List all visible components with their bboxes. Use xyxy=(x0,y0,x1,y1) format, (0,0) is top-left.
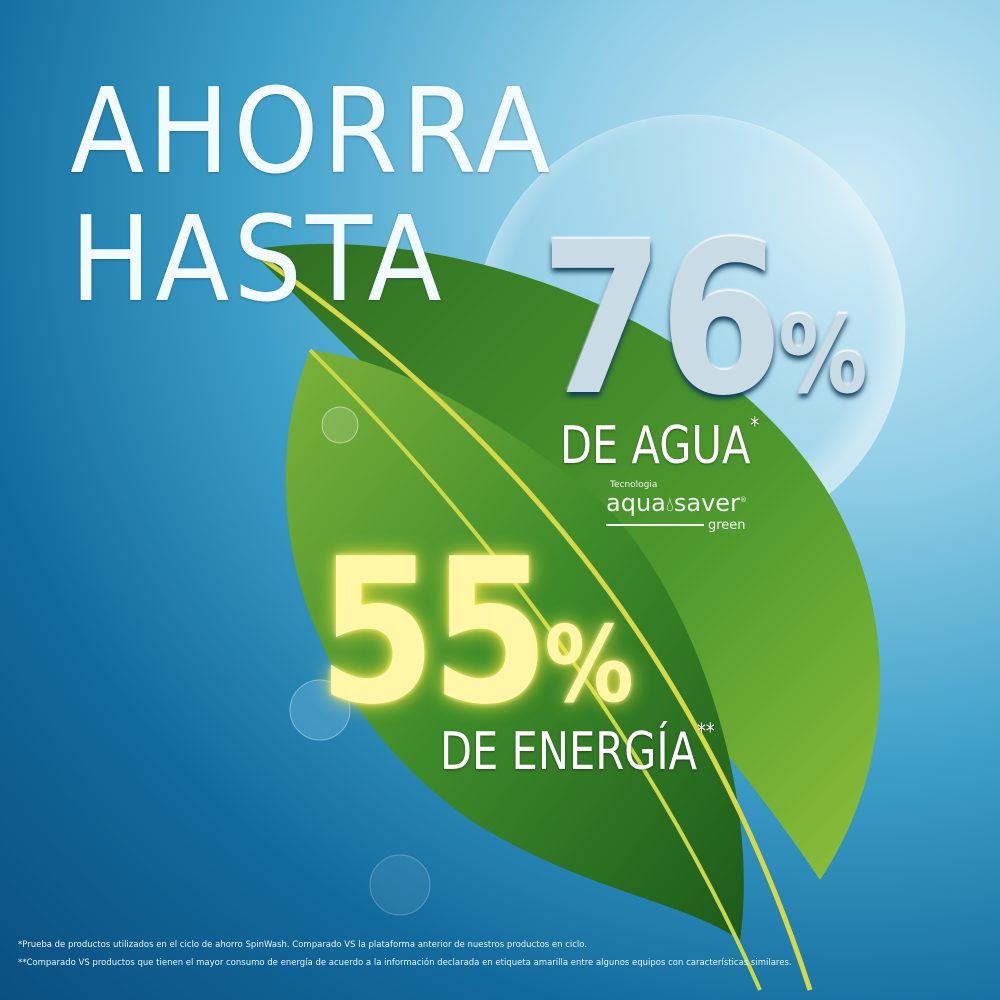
percent-sign: % xyxy=(778,295,867,417)
leaf-stem xyxy=(248,247,813,991)
footnote-1: *Prueba de productos utilizados en el ci… xyxy=(18,940,588,950)
energy-label: DE ENERGÍA** xyxy=(440,722,715,779)
energy-label-text: DE ENERGÍA xyxy=(440,722,698,782)
water-label-text: DE AGUA xyxy=(560,416,751,476)
energy-value: 55 xyxy=(318,516,549,749)
water-value: 76 xyxy=(540,197,783,442)
water-drop-icon: 💧︎ xyxy=(665,492,674,516)
headline-line2: HASTA xyxy=(70,190,446,328)
leaf-front xyxy=(285,350,744,940)
footnote-mark: ** xyxy=(697,720,715,745)
headline-line1: AHORRA xyxy=(70,62,555,200)
logo-word1: aqua xyxy=(606,489,666,517)
water-label: DE AGUA* xyxy=(560,416,759,473)
water-savings-value: 76% xyxy=(540,215,868,451)
percent-sign: % xyxy=(544,604,633,726)
water-droplet xyxy=(369,854,431,916)
water-droplet xyxy=(321,406,359,444)
logo-word2: saver xyxy=(673,489,740,517)
aquasaver-logo: Tecnologia aqua💧︎saver® green xyxy=(606,480,747,533)
registered-mark: ® xyxy=(739,496,747,504)
logo-prefix: Tecnologia xyxy=(610,480,658,490)
leaf-stem xyxy=(308,348,762,991)
energy-savings-value: 55% xyxy=(318,533,634,753)
footnote-2: **Comparado VS productos que tienen el m… xyxy=(18,958,792,968)
logo-suffix: green xyxy=(708,518,746,533)
water-droplet xyxy=(289,679,351,741)
footnote-mark: * xyxy=(750,414,760,439)
